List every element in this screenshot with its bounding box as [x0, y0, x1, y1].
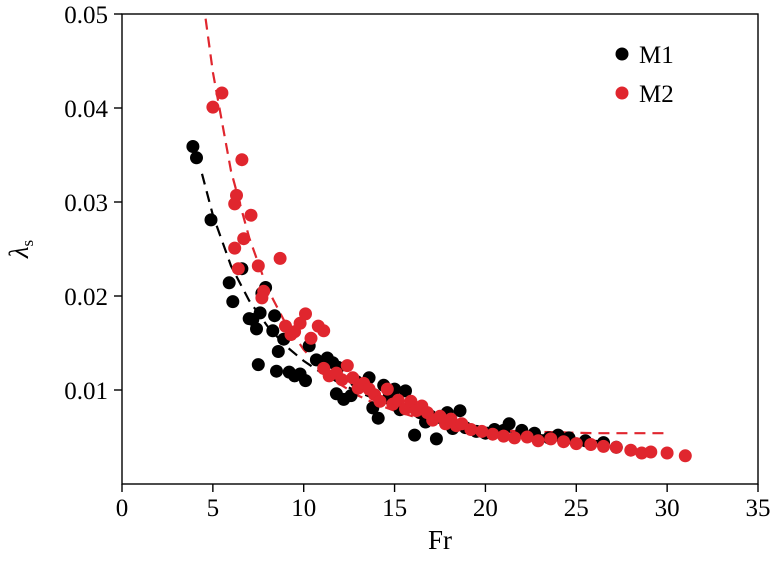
data-point-m2 [380, 382, 394, 396]
x-tick-label: 0 [116, 495, 129, 522]
data-point-m2 [584, 438, 598, 451]
data-point-m1 [399, 384, 412, 398]
x-tick-label: 30 [655, 495, 680, 522]
data-point-m1 [502, 417, 516, 431]
data-point-m2 [520, 430, 534, 444]
y-axis-title: λs [4, 240, 37, 259]
data-point-m1 [429, 432, 443, 446]
data-point-m1 [253, 306, 267, 320]
y-axis-title-sub: s [18, 240, 37, 247]
data-point-m2 [624, 443, 638, 457]
data-point-m1 [268, 309, 282, 323]
data-point-m2 [373, 394, 387, 408]
y-tick-label: 0.01 [64, 378, 108, 405]
legend: M1 M2 [615, 42, 674, 108]
y-tick-label: 0.05 [64, 2, 108, 29]
data-point-m1 [226, 295, 240, 309]
data-point-m2 [557, 435, 571, 449]
x-axis-title: Fr [428, 525, 452, 555]
x-tick-label: 20 [473, 495, 498, 522]
data-point-m2 [244, 208, 258, 222]
data-point-m2 [231, 262, 245, 276]
data-point-m1 [250, 322, 263, 336]
data-point-m1 [453, 404, 467, 418]
data-point-m2 [346, 371, 360, 385]
data-point-m2 [609, 440, 623, 454]
data-point-m1 [299, 374, 312, 388]
series-m2 [206, 86, 692, 463]
data-point-m2 [678, 449, 692, 463]
data-point-m2 [569, 437, 583, 451]
data-point-m1 [186, 140, 200, 153]
data-point-m2 [299, 307, 312, 321]
y-axis-title-main: λ [4, 246, 34, 259]
data-point-m2 [335, 373, 349, 387]
data-points [186, 86, 692, 463]
data-point-m2 [404, 394, 418, 408]
fit-lines [200, 18, 668, 443]
data-point-m2 [391, 393, 405, 407]
data-point-m2 [660, 446, 674, 460]
data-point-m2 [508, 431, 521, 445]
data-point-m1 [408, 428, 422, 442]
data-point-m1 [309, 353, 323, 367]
y-tick-label: 0.04 [64, 96, 108, 123]
data-point-m2 [228, 241, 242, 255]
data-point-m2 [486, 427, 500, 441]
data-point-m2 [531, 434, 545, 448]
data-point-m2 [293, 316, 307, 330]
data-point-m2 [475, 424, 489, 438]
data-point-m2 [255, 291, 269, 305]
x-tick-label: 5 [207, 495, 220, 522]
legend-marker-m1 [615, 47, 629, 61]
data-point-m2 [273, 251, 287, 265]
legend-label-m2: M2 [639, 81, 674, 108]
x-tick-label: 10 [291, 495, 316, 522]
x-tick-label: 35 [746, 495, 771, 522]
data-point-m1 [271, 345, 285, 358]
data-point-m2 [644, 445, 658, 459]
data-point-m2 [235, 153, 249, 167]
data-point-m2 [544, 432, 558, 446]
data-point-m1 [190, 151, 203, 165]
data-point-m2 [597, 439, 610, 453]
data-point-m1 [270, 364, 283, 378]
data-point-m2 [228, 197, 242, 211]
data-point-m2 [340, 359, 354, 373]
y-tick-label: 0.03 [64, 190, 108, 217]
data-point-m2 [215, 86, 229, 100]
data-point-m2 [497, 429, 511, 443]
data-point-m1 [251, 358, 265, 372]
axis-ticks: 0 5 10 15 20 25 30 35 0.01 0.02 0.03 0.04 0.05 [64, 2, 770, 522]
data-point-m2 [304, 331, 318, 345]
y-tick-label: 0.02 [64, 284, 108, 311]
data-point-m2 [206, 100, 220, 114]
data-point-m1 [266, 324, 280, 338]
plot-frame [121, 13, 759, 485]
data-point-m2 [317, 324, 331, 338]
x-tick-label: 15 [382, 495, 407, 522]
data-point-m1 [204, 213, 218, 227]
data-point-m2 [237, 232, 251, 246]
x-tick-label: 25 [564, 495, 589, 522]
data-point-m2 [251, 259, 265, 273]
legend-label-m1: M1 [639, 42, 674, 69]
data-point-m2 [464, 423, 478, 436]
legend-marker-m2 [615, 86, 629, 100]
data-point-m1 [371, 411, 385, 425]
data-point-m1 [222, 276, 236, 290]
